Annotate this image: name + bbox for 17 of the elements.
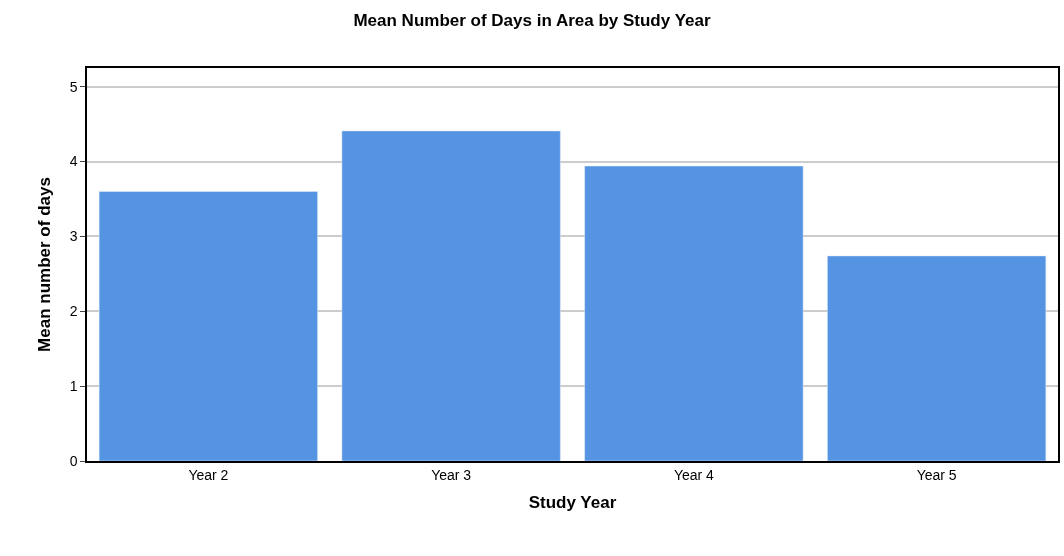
bar bbox=[98, 191, 318, 461]
bar bbox=[584, 165, 804, 461]
y-tick-label: 3 bbox=[69, 228, 78, 245]
y-tick-label: 0 bbox=[69, 452, 78, 469]
y-tick-label: 1 bbox=[69, 378, 78, 395]
y-axis-title: Mean number of days bbox=[34, 177, 54, 352]
y-tick-label: 4 bbox=[69, 153, 78, 170]
bar bbox=[827, 255, 1047, 461]
bar bbox=[341, 130, 561, 461]
x-axis-title: Study Year bbox=[528, 493, 617, 513]
x-tick-label: Year 5 bbox=[916, 466, 957, 483]
y-tick-label: 5 bbox=[69, 78, 78, 95]
x-tick-label: Year 2 bbox=[188, 466, 229, 483]
y-tick-label: 2 bbox=[69, 303, 78, 320]
x-tick-label: Year 4 bbox=[673, 466, 715, 483]
chart-title: Mean Number of Days in Area by Study Year bbox=[353, 10, 711, 30]
x-tick-label: Year 3 bbox=[431, 466, 472, 483]
